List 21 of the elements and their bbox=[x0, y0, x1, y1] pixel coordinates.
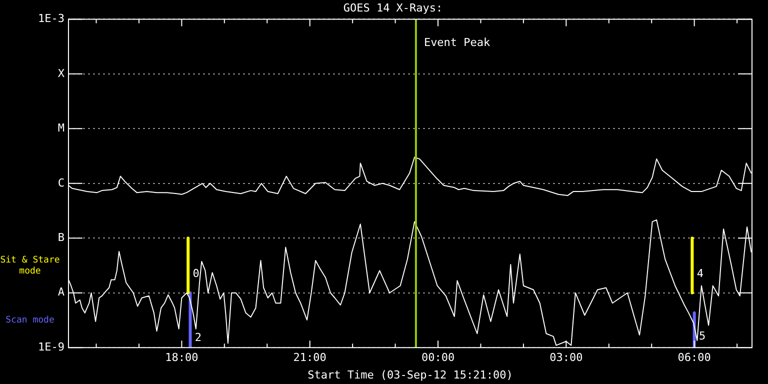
x-tick-label: 03:00 bbox=[550, 351, 583, 364]
y-tick-label: A bbox=[58, 286, 65, 299]
y-tick-label: 1E-3 bbox=[38, 12, 64, 26]
annotation: 4 bbox=[696, 266, 704, 280]
text: Scan mode bbox=[6, 316, 54, 326]
ref-line-label: Event Peak bbox=[424, 36, 491, 50]
y-tick-label: M bbox=[58, 122, 65, 135]
x-tick-label: 06:00 bbox=[678, 351, 711, 364]
annotation: 2 bbox=[194, 330, 202, 344]
annotation: 5 bbox=[699, 329, 706, 342]
x-axis-title: Start Time (03-Sep-12 15:21:00) bbox=[308, 368, 513, 382]
y-tick-label: B bbox=[58, 230, 65, 244]
chart-title: GOES 14 X-Rays: bbox=[343, 1, 443, 14]
x-tick-label: 18:00 bbox=[165, 351, 198, 364]
x-tick-label: 00:00 bbox=[421, 351, 455, 364]
y-tick-label: 1E-9 bbox=[38, 340, 64, 354]
y-tick-label: C bbox=[58, 176, 64, 190]
annotation: 0 bbox=[192, 266, 200, 280]
x-tick-label: 21:00 bbox=[293, 351, 326, 364]
y-tick-label: X bbox=[58, 66, 65, 80]
text: Sit & Stare mode bbox=[0, 255, 60, 276]
